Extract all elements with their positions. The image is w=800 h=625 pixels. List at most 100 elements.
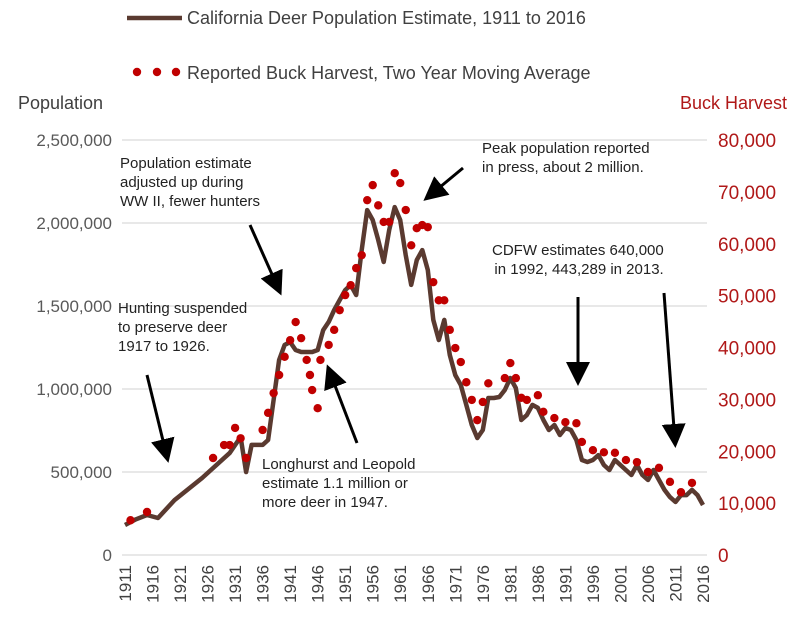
annotation-line: Population estimate xyxy=(120,155,252,172)
annotation-line: WW II, fewer hunters xyxy=(120,193,261,210)
left-axis-title: Population xyxy=(18,93,104,113)
harvest-point xyxy=(280,352,289,362)
annotation-line: Hunting suspended xyxy=(118,300,248,317)
harvest-point xyxy=(324,340,333,350)
harvest-point xyxy=(274,370,284,380)
x-tick-label: 1936 xyxy=(254,565,273,603)
harvest-point xyxy=(440,296,449,305)
harvest-point xyxy=(307,385,317,395)
harvest-point xyxy=(572,419,581,428)
harvest-point xyxy=(511,373,521,383)
harvest-point xyxy=(126,516,135,525)
y2-tick-label: 50,000 xyxy=(718,287,776,308)
legend-population-label: California Deer Population Estimate, 191… xyxy=(187,8,586,28)
harvest-point xyxy=(451,343,460,353)
annotation-longhurst: Longhurst and Leopold estimate 1.1 milli… xyxy=(262,455,415,512)
harvest-point xyxy=(357,250,366,260)
x-tick-label: 1921 xyxy=(171,565,190,603)
x-tick-label: 1931 xyxy=(226,565,245,603)
harvest-point xyxy=(621,455,631,465)
y2-tick-label: 30,000 xyxy=(718,390,776,411)
harvest-point xyxy=(462,378,471,387)
harvest-point xyxy=(539,407,548,417)
harvest-point xyxy=(296,333,306,343)
x-tick-label: 2001 xyxy=(611,565,630,603)
arrow-peak xyxy=(423,166,464,201)
x-tick-label: 1996 xyxy=(584,565,603,603)
arrow-ww2 xyxy=(248,224,283,296)
x-tick-label: 1946 xyxy=(309,565,328,603)
y-tick-label: 500,000 xyxy=(51,463,112,482)
harvest-point xyxy=(263,408,273,418)
y2-tick-label: 40,000 xyxy=(718,339,776,360)
arrow-cdfw-2013 xyxy=(661,292,686,448)
harvest-point xyxy=(676,488,686,497)
arrow-hunting xyxy=(145,374,175,463)
x-tick-label: 1981 xyxy=(501,565,520,603)
annotation-line: in press, about 2 million. xyxy=(482,159,644,176)
harvest-point xyxy=(506,358,515,368)
annotation-line: in 1992, 443,289 in 2013. xyxy=(494,261,664,278)
right-axis-title: Buck Harvest xyxy=(680,93,788,113)
harvest-point xyxy=(385,217,394,227)
harvest-point xyxy=(643,467,653,477)
x-tick-label: 1941 xyxy=(281,565,300,603)
harvest-point xyxy=(225,440,234,450)
harvest-point xyxy=(241,453,251,463)
annotation-hunting: Hunting suspended to preserve deer 1917 … xyxy=(118,299,247,356)
x-tick-label: 1961 xyxy=(391,565,410,603)
harvest-point xyxy=(291,317,300,327)
annotation-line: Peak population reported xyxy=(482,140,650,157)
harvest-point xyxy=(429,277,438,287)
x-tick-label: 1926 xyxy=(199,565,218,603)
annotation-line: adjusted up during xyxy=(120,174,244,191)
harvest-point xyxy=(445,325,454,335)
y-tick-label: 1,000,000 xyxy=(36,380,112,399)
harvest-point xyxy=(577,437,587,447)
legend-dot xyxy=(152,67,162,77)
harvest-point xyxy=(401,205,410,215)
annotation-line: 1917 to 1926. xyxy=(118,338,210,355)
harvest-point xyxy=(423,222,432,232)
harvest-point xyxy=(316,355,325,365)
harvest-point xyxy=(363,195,372,205)
legend-dots-swatch xyxy=(132,67,181,77)
x-tick-label: 1966 xyxy=(419,565,438,603)
x-tick-label: 2006 xyxy=(639,565,658,603)
harvest-point xyxy=(285,336,295,345)
y-tick-label: 2,500,000 xyxy=(36,131,112,150)
harvest-point xyxy=(269,388,278,398)
harvest-point xyxy=(230,423,240,433)
harvest-point xyxy=(654,463,664,473)
x-tick-label: 1986 xyxy=(529,565,548,603)
harvest-point xyxy=(329,325,339,335)
x-tick-label: 2016 xyxy=(694,565,713,603)
harvest-point xyxy=(533,391,543,400)
y2-tick-label: 0 xyxy=(718,546,729,567)
harvest-point xyxy=(610,448,620,458)
harvest-point xyxy=(478,397,488,407)
y2-tick-label: 80,000 xyxy=(718,131,776,152)
annotation-line: estimate 1.1 million or xyxy=(262,475,408,492)
legend-dot xyxy=(171,67,181,77)
harvest-point xyxy=(302,355,311,365)
harvest-point xyxy=(346,281,355,290)
annotation-line: CDFW estimates 640,000 xyxy=(492,242,664,259)
annotation-line: to preserve deer xyxy=(118,319,228,336)
harvest-point xyxy=(335,305,344,315)
harvest-point xyxy=(665,477,675,487)
annotation-line: Longhurst and Leopold xyxy=(262,456,416,473)
arrow-longhurst xyxy=(324,364,359,444)
harvest-point xyxy=(522,395,532,405)
y2-tick-label: 10,000 xyxy=(718,494,776,515)
harvest-point xyxy=(484,379,493,388)
y2-tick-label: 20,000 xyxy=(718,442,776,463)
x-tick-label: 1956 xyxy=(364,565,383,603)
annotation-ww2: Population estimate adjusted up during W… xyxy=(120,154,260,211)
harvest-point xyxy=(561,418,570,427)
harvest-point xyxy=(473,415,482,425)
harvest-point xyxy=(340,290,350,300)
x-tick-label: 1971 xyxy=(446,565,465,603)
harvest-point xyxy=(467,395,476,405)
